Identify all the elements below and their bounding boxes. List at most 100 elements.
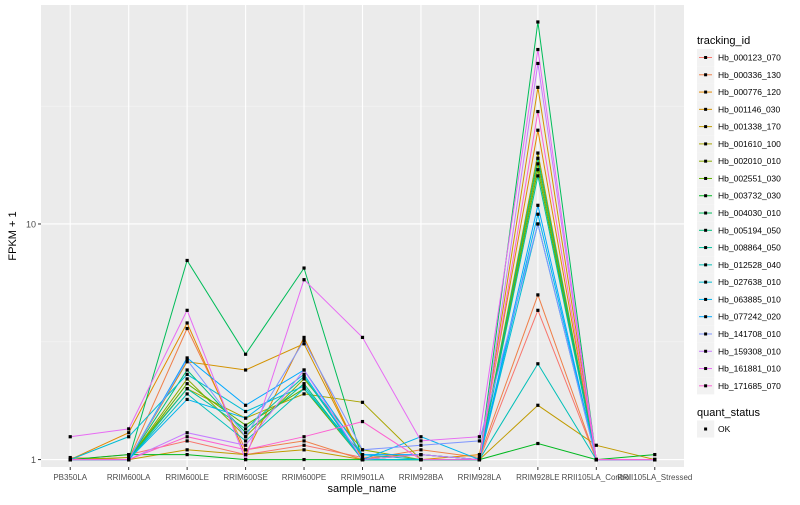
legend-key-point xyxy=(704,384,708,388)
data-point-Hb_161881_010-RRIM901LA xyxy=(360,335,365,340)
legend-label: Hb_063885_010 xyxy=(718,294,781,304)
x-tick-label: RRII105LA_Stressed xyxy=(617,473,692,482)
data-point-Hb_000123_070-RRIM901LA xyxy=(360,455,365,460)
data-point-Hb_141708_010-RRIM928LA xyxy=(477,439,482,443)
data-point-Hb_001610_100-RRIM928LE xyxy=(536,151,540,155)
data-point-Hb_012528_040-RRIM928LE xyxy=(536,362,540,366)
data-point-Hb_003732_030-RRIM600PE xyxy=(302,457,306,462)
legend-key-point xyxy=(704,367,708,371)
data-point-Hb_000123_070-RRIM600PE xyxy=(302,443,306,447)
data-point-Hb_161881_010-RRIM600SE xyxy=(243,457,248,462)
legend-label: Hb_159308_010 xyxy=(718,346,781,356)
y-axis-title: FPKM + 1 xyxy=(7,211,19,260)
data-point-Hb_141708_010-RRIM901LA xyxy=(360,448,365,452)
data-point-Hb_063885_010-RRIM600PE xyxy=(302,372,306,376)
data-point-Hb_077242_020-RRIM600SE xyxy=(243,403,248,407)
data-point-Hb_000776_120-RRIM600PE xyxy=(302,335,306,340)
legend-shape-entries: OK xyxy=(697,420,731,438)
data-point-Hb_001146_030-RRIM600SE xyxy=(243,368,248,372)
legend-color-entries: Hb_000123_070 Hb_000336_130 Hb_000776_120 H… xyxy=(697,48,781,395)
data-point-Hb_161881_010-RRIM600LA xyxy=(127,427,131,431)
legend-key-point xyxy=(704,246,708,250)
x-tick-label: RRIM928BA xyxy=(399,473,444,482)
data-point-Hb_161881_010-PB350LA xyxy=(68,435,72,439)
legend-label: Hb_004030_010 xyxy=(718,208,781,218)
data-point-Hb_027638_010-RRIM600PE xyxy=(302,384,306,388)
x-tick-label: RRIM600LA xyxy=(107,473,151,482)
data-point-Hb_000336_130-RRIM928LA xyxy=(477,455,482,460)
data-point-Hb_159308_010-RRIM928LE xyxy=(536,61,540,66)
x-tick-label: RRIM600SE xyxy=(223,473,267,482)
axes: 1 10 PB350LA RRIM600LA RRIM600LE RRIM600SE RRI… xyxy=(26,219,692,482)
series-points xyxy=(68,20,657,462)
data-point-Hb_141708_010-RRIM928BA xyxy=(419,443,423,447)
data-point-Hb_141708_010-RRIM600LE xyxy=(185,358,189,362)
data-point-Hb_000123_070-RRIM928LE xyxy=(536,308,540,312)
data-point-Hb_063885_010-RRIM928BA xyxy=(419,435,423,439)
y-tick-label: 1 xyxy=(31,455,36,465)
data-point-Hb_001610_100-RRIM600LA xyxy=(127,455,131,460)
data-point-Hb_003732_030-RRIM928LE xyxy=(536,441,540,446)
legend-label: Hb_001610_100 xyxy=(718,139,781,149)
data-point-Hb_159308_010-RRIM600PE xyxy=(302,368,306,372)
data-point-Hb_012528_040-RRIM600PE xyxy=(302,387,306,391)
legend-key-point xyxy=(704,280,708,284)
data-point-Hb_027638_010-RRIM600SE xyxy=(243,409,248,414)
data-point-Hb_005194_050-RRIM600LE xyxy=(185,368,189,372)
data-point-Hb_008864_050-RRIM600PE xyxy=(302,374,306,379)
data-point-Hb_171685_070-RRIM600SE xyxy=(243,448,248,452)
legend-label: Hb_161881_010 xyxy=(718,364,781,374)
data-point-Hb_001338_170-RRIM600PE xyxy=(302,448,306,452)
legend-shape-label: OK xyxy=(718,424,731,434)
data-point-Hb_003732_030-RRIM600LA xyxy=(127,452,131,457)
data-point-Hb_063885_010-RRIM928LE xyxy=(536,212,540,216)
data-point-Hb_000776_120-RRIM600LA xyxy=(127,431,131,435)
data-point-Hb_000336_130-RRIM600LE xyxy=(185,326,189,331)
data-point-Hb_001146_030-RRIM600LE xyxy=(185,360,189,364)
data-point-Hb_012528_040-RRIM600SE xyxy=(243,439,248,443)
data-point-Hb_171685_070-RRIM600LA xyxy=(127,457,131,462)
data-point-Hb_004030_010-RRIM600LE xyxy=(185,258,189,263)
data-point-Hb_171685_070-PB350LA xyxy=(68,457,72,462)
data-point-Hb_159308_010-RRIM600SE xyxy=(243,443,248,447)
data-point-Hb_003732_030-RRII105LA_Stressed xyxy=(653,452,657,457)
data-point-Hb_161881_010-RRIM928LE xyxy=(536,47,540,52)
legend-label: Hb_001338_170 xyxy=(718,122,781,132)
x-tick-label: RRIM600PE xyxy=(282,473,326,482)
legend-label: Hb_008864_050 xyxy=(718,243,781,253)
legend-label: Hb_077242_020 xyxy=(718,312,781,322)
x-axis-title: sample_name xyxy=(327,483,396,495)
legend-key-point xyxy=(704,159,708,163)
data-point-Hb_171685_070-RRIM600LE xyxy=(185,435,189,439)
data-point-Hb_161881_010-RRIM600PE xyxy=(302,278,306,282)
legend-key-point xyxy=(704,349,708,353)
data-point-Hb_002551_030-RRIM600LE xyxy=(185,382,189,386)
legend-key-point xyxy=(704,90,708,94)
data-point-Hb_004030_010-RRIM928LE xyxy=(536,20,540,24)
data-point-Hb_171685_070-RRIM928LE xyxy=(536,109,540,114)
legend-key-point xyxy=(704,315,708,319)
data-point-Hb_012528_040-RRIM600LE xyxy=(185,392,189,396)
data-point-Hb_001146_030-RRIM928LE xyxy=(536,85,540,89)
data-point-Hb_001610_100-RRIM600PE xyxy=(302,392,306,396)
data-point-Hb_001338_170-RRIM600SE xyxy=(243,452,248,457)
legend-label: Hb_002551_030 xyxy=(718,173,781,183)
legend-key-point xyxy=(704,73,708,77)
data-point-Hb_005194_050-RRIM600PE xyxy=(302,382,306,386)
data-point-Hb_002551_030-RRIM928LE xyxy=(536,168,540,172)
data-point-Hb_002551_030-RRIM600SE xyxy=(243,423,248,427)
data-point-Hb_171685_070-RRIM928LA xyxy=(477,457,482,462)
legend-label: Hb_171685_070 xyxy=(718,381,781,391)
data-point-Hb_002010_010-RRIM600LE xyxy=(185,377,189,381)
legend-color-title: tracking_id xyxy=(697,35,750,47)
data-point-Hb_001338_170-RRIM600LE xyxy=(185,448,189,452)
legend: tracking_id Hb_000123_070Hb_000336_130Hb… xyxy=(697,35,781,438)
legend-key-point xyxy=(704,194,708,198)
data-point-Hb_141708_010-RRIM600PE xyxy=(302,338,306,343)
data-point-Hb_005194_050-RRIM928LE xyxy=(536,156,540,160)
legend-key-point xyxy=(704,211,708,215)
legend-key-point xyxy=(704,125,708,129)
x-tick-label: RRIM928LE xyxy=(516,473,560,482)
data-point-Hb_004030_010-RRIM600SE xyxy=(243,352,248,356)
